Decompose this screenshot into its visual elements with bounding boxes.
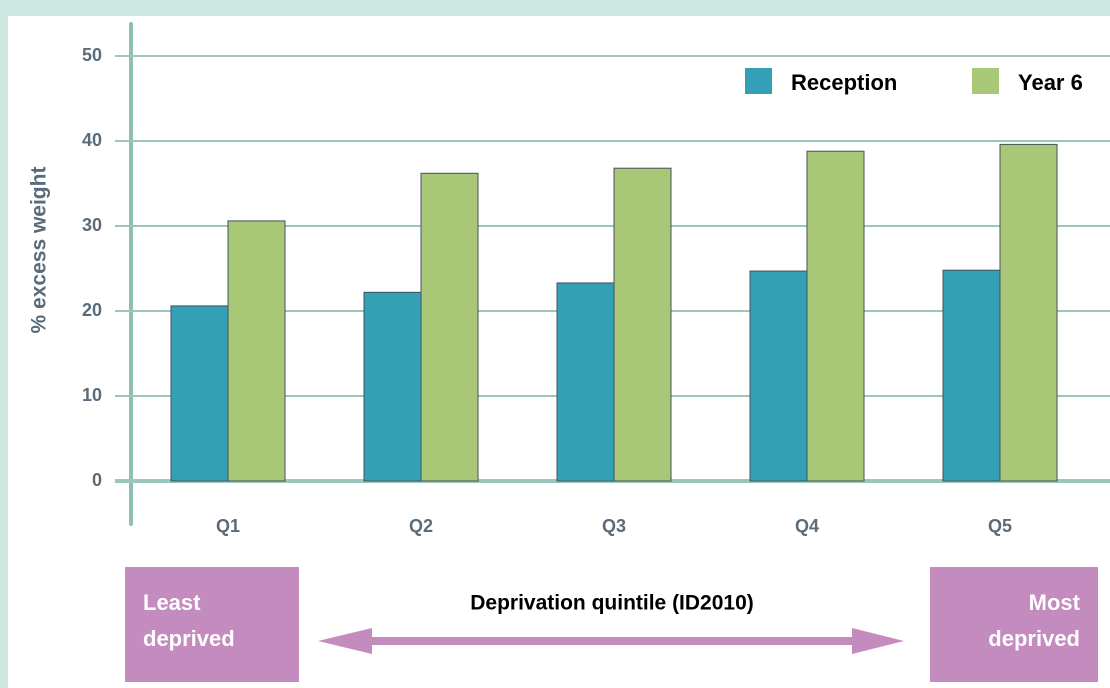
bar: [749, 270, 808, 482]
annotation: Least: [143, 590, 201, 615]
annotation-box: [930, 567, 1098, 682]
y-tick-label: 10: [82, 385, 102, 405]
bar: [227, 220, 286, 482]
y-tick-label: 30: [82, 215, 102, 235]
y-tick-label: 20: [82, 300, 102, 320]
bar: [556, 282, 615, 482]
y-tick-label: 40: [82, 130, 102, 150]
x-axis-label: Deprivation quintile (ID2010): [470, 592, 754, 615]
legend-label: Reception: [791, 70, 897, 95]
y-tick-label: 0: [92, 470, 102, 490]
y-tick-label: 50: [82, 45, 102, 65]
x-tick-label: Q4: [795, 516, 819, 536]
x-tick-label: Q3: [602, 516, 626, 536]
bar: [806, 150, 865, 482]
y-axis-label: % excess weight: [28, 167, 51, 334]
x-tick-label: Q1: [216, 516, 240, 536]
annotation: Most: [1029, 590, 1081, 615]
x-tick-label: Q2: [409, 516, 433, 536]
annotation-box: [125, 567, 299, 682]
bar: [420, 172, 479, 482]
legend-swatch: [972, 68, 999, 94]
annotation: deprived: [143, 626, 235, 651]
bar: [363, 291, 422, 482]
legend-label: Year 6: [1018, 70, 1083, 95]
x-tick-label: Q5: [988, 516, 1012, 536]
annotation: deprived: [988, 626, 1080, 651]
legend-swatch: [745, 68, 772, 94]
arrow: [318, 628, 904, 654]
bar: [999, 143, 1058, 482]
bar: [613, 167, 672, 482]
bar: [942, 269, 1001, 482]
bar: [170, 305, 229, 482]
